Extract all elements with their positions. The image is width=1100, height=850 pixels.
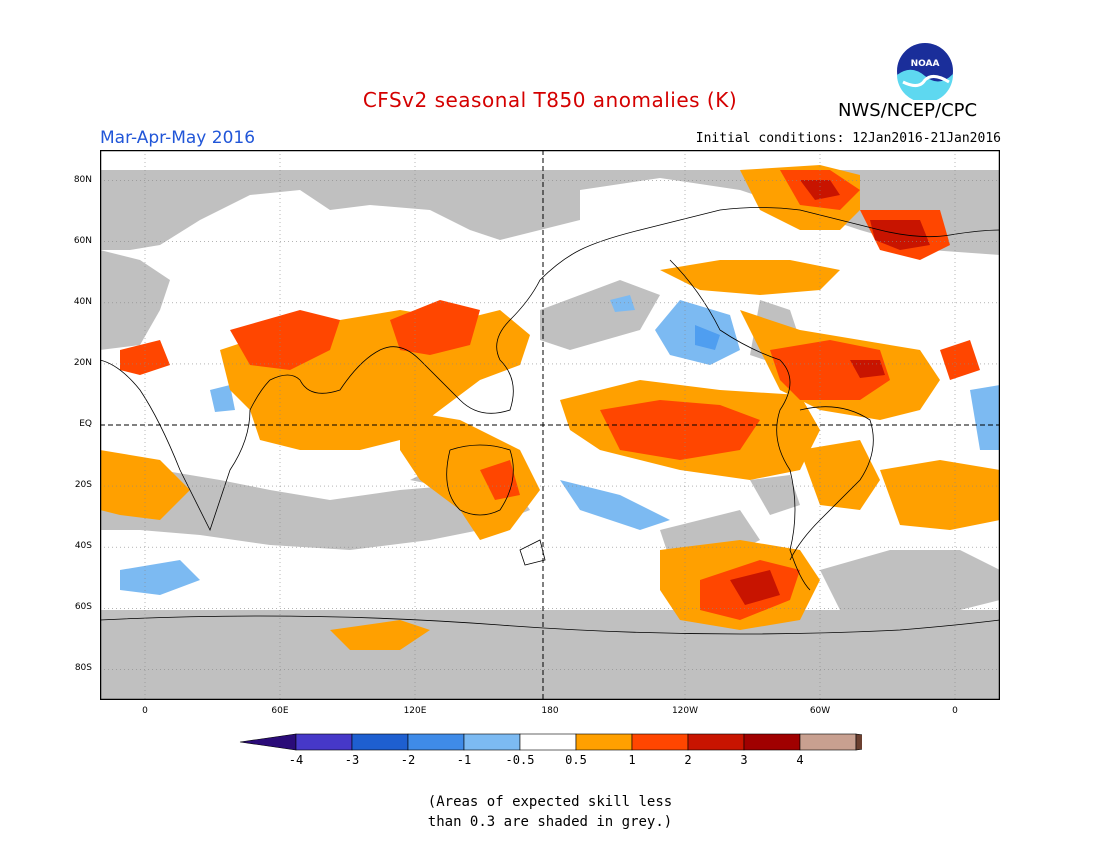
positive-anomaly-2-regions bbox=[730, 180, 930, 605]
colorbar-cell bbox=[799, 733, 857, 751]
initial-conditions-label: Initial conditions: 12Jan2016-21Jan2016 bbox=[695, 131, 1001, 146]
caption-line-1: (Areas of expected skill less bbox=[427, 794, 673, 810]
skill-caption: (Areas of expected skill less than 0.3 a… bbox=[0, 792, 1100, 832]
colorbar-cell bbox=[631, 733, 689, 751]
season-label: Mar-Apr-May 2016 bbox=[100, 128, 256, 148]
map-border bbox=[100, 150, 1000, 700]
colorbar-tick-label: 3 bbox=[740, 753, 747, 767]
noaa-logo-text: NOAA bbox=[911, 59, 940, 69]
latitude-label: EQ bbox=[79, 419, 92, 429]
longitude-label: 180 bbox=[541, 706, 559, 716]
latitude-label: 40S bbox=[74, 541, 92, 552]
colorbar-cell bbox=[295, 733, 353, 751]
colorbar-cell bbox=[743, 733, 801, 751]
negative-anomaly-regions bbox=[120, 295, 1000, 595]
colorbar-tick-label: 2 bbox=[684, 753, 691, 767]
colorbar-tick-label: -3 bbox=[345, 753, 359, 767]
caption-line-2: than 0.3 are shaded in grey.) bbox=[427, 814, 673, 830]
anomaly-map bbox=[100, 150, 1000, 700]
colorbar-cell bbox=[351, 733, 409, 751]
colorbar-tick-label: -2 bbox=[401, 753, 415, 767]
colorbar-tick-label: 0.5 bbox=[565, 753, 587, 767]
colorbar-tick-label: -4 bbox=[289, 753, 303, 767]
coastlines bbox=[100, 207, 1000, 635]
colorbar-left-arrow bbox=[239, 733, 297, 751]
colorbar-cell bbox=[575, 733, 633, 751]
latitude-label: 80N bbox=[73, 174, 92, 185]
longitude-label: 0 bbox=[952, 706, 958, 716]
latitude-label: 60S bbox=[74, 602, 92, 613]
colorbar-right-arrow bbox=[855, 733, 862, 751]
colorbar-cell bbox=[687, 733, 745, 751]
page-title: CFSv2 seasonal T850 anomalies (K) bbox=[362, 88, 738, 112]
longitude-label: 120E bbox=[403, 706, 427, 716]
longitude-label: 60E bbox=[271, 706, 289, 716]
positive-anomaly-1-regions bbox=[120, 170, 980, 620]
latitude-label: 60N bbox=[73, 235, 92, 246]
latitude-label: 20S bbox=[74, 480, 92, 491]
agency-label: NWS/NCEP/CPC bbox=[838, 100, 978, 121]
colorbar: -4 -3 -2 -1 -0.5 0.5 1 2 3 4 bbox=[239, 733, 862, 767]
longitude-label: 0 bbox=[142, 706, 148, 716]
longitude-label: 60W bbox=[809, 706, 831, 716]
colorbar-labels: -4 -3 -2 -1 -0.5 0.5 1 2 3 4 bbox=[289, 753, 804, 767]
latitude-label: 40N bbox=[73, 296, 92, 307]
latitude-label: 80S bbox=[74, 663, 92, 674]
longitude-label: 120W bbox=[671, 706, 699, 716]
colorbar-tick-label: 4 bbox=[796, 753, 803, 767]
noaa-logo: NOAA bbox=[897, 43, 954, 100]
colorbar-cell bbox=[407, 733, 465, 751]
colorbar-cell bbox=[463, 733, 521, 751]
latitude-label: 20N bbox=[73, 357, 92, 368]
colorbar-tick-label: 1 bbox=[628, 753, 635, 767]
colorbar-tick-label: -0.5 bbox=[506, 753, 535, 767]
colorbar-tick-label: -1 bbox=[457, 753, 471, 767]
colorbar-cell bbox=[519, 733, 577, 751]
colorbar-cells bbox=[239, 733, 862, 751]
